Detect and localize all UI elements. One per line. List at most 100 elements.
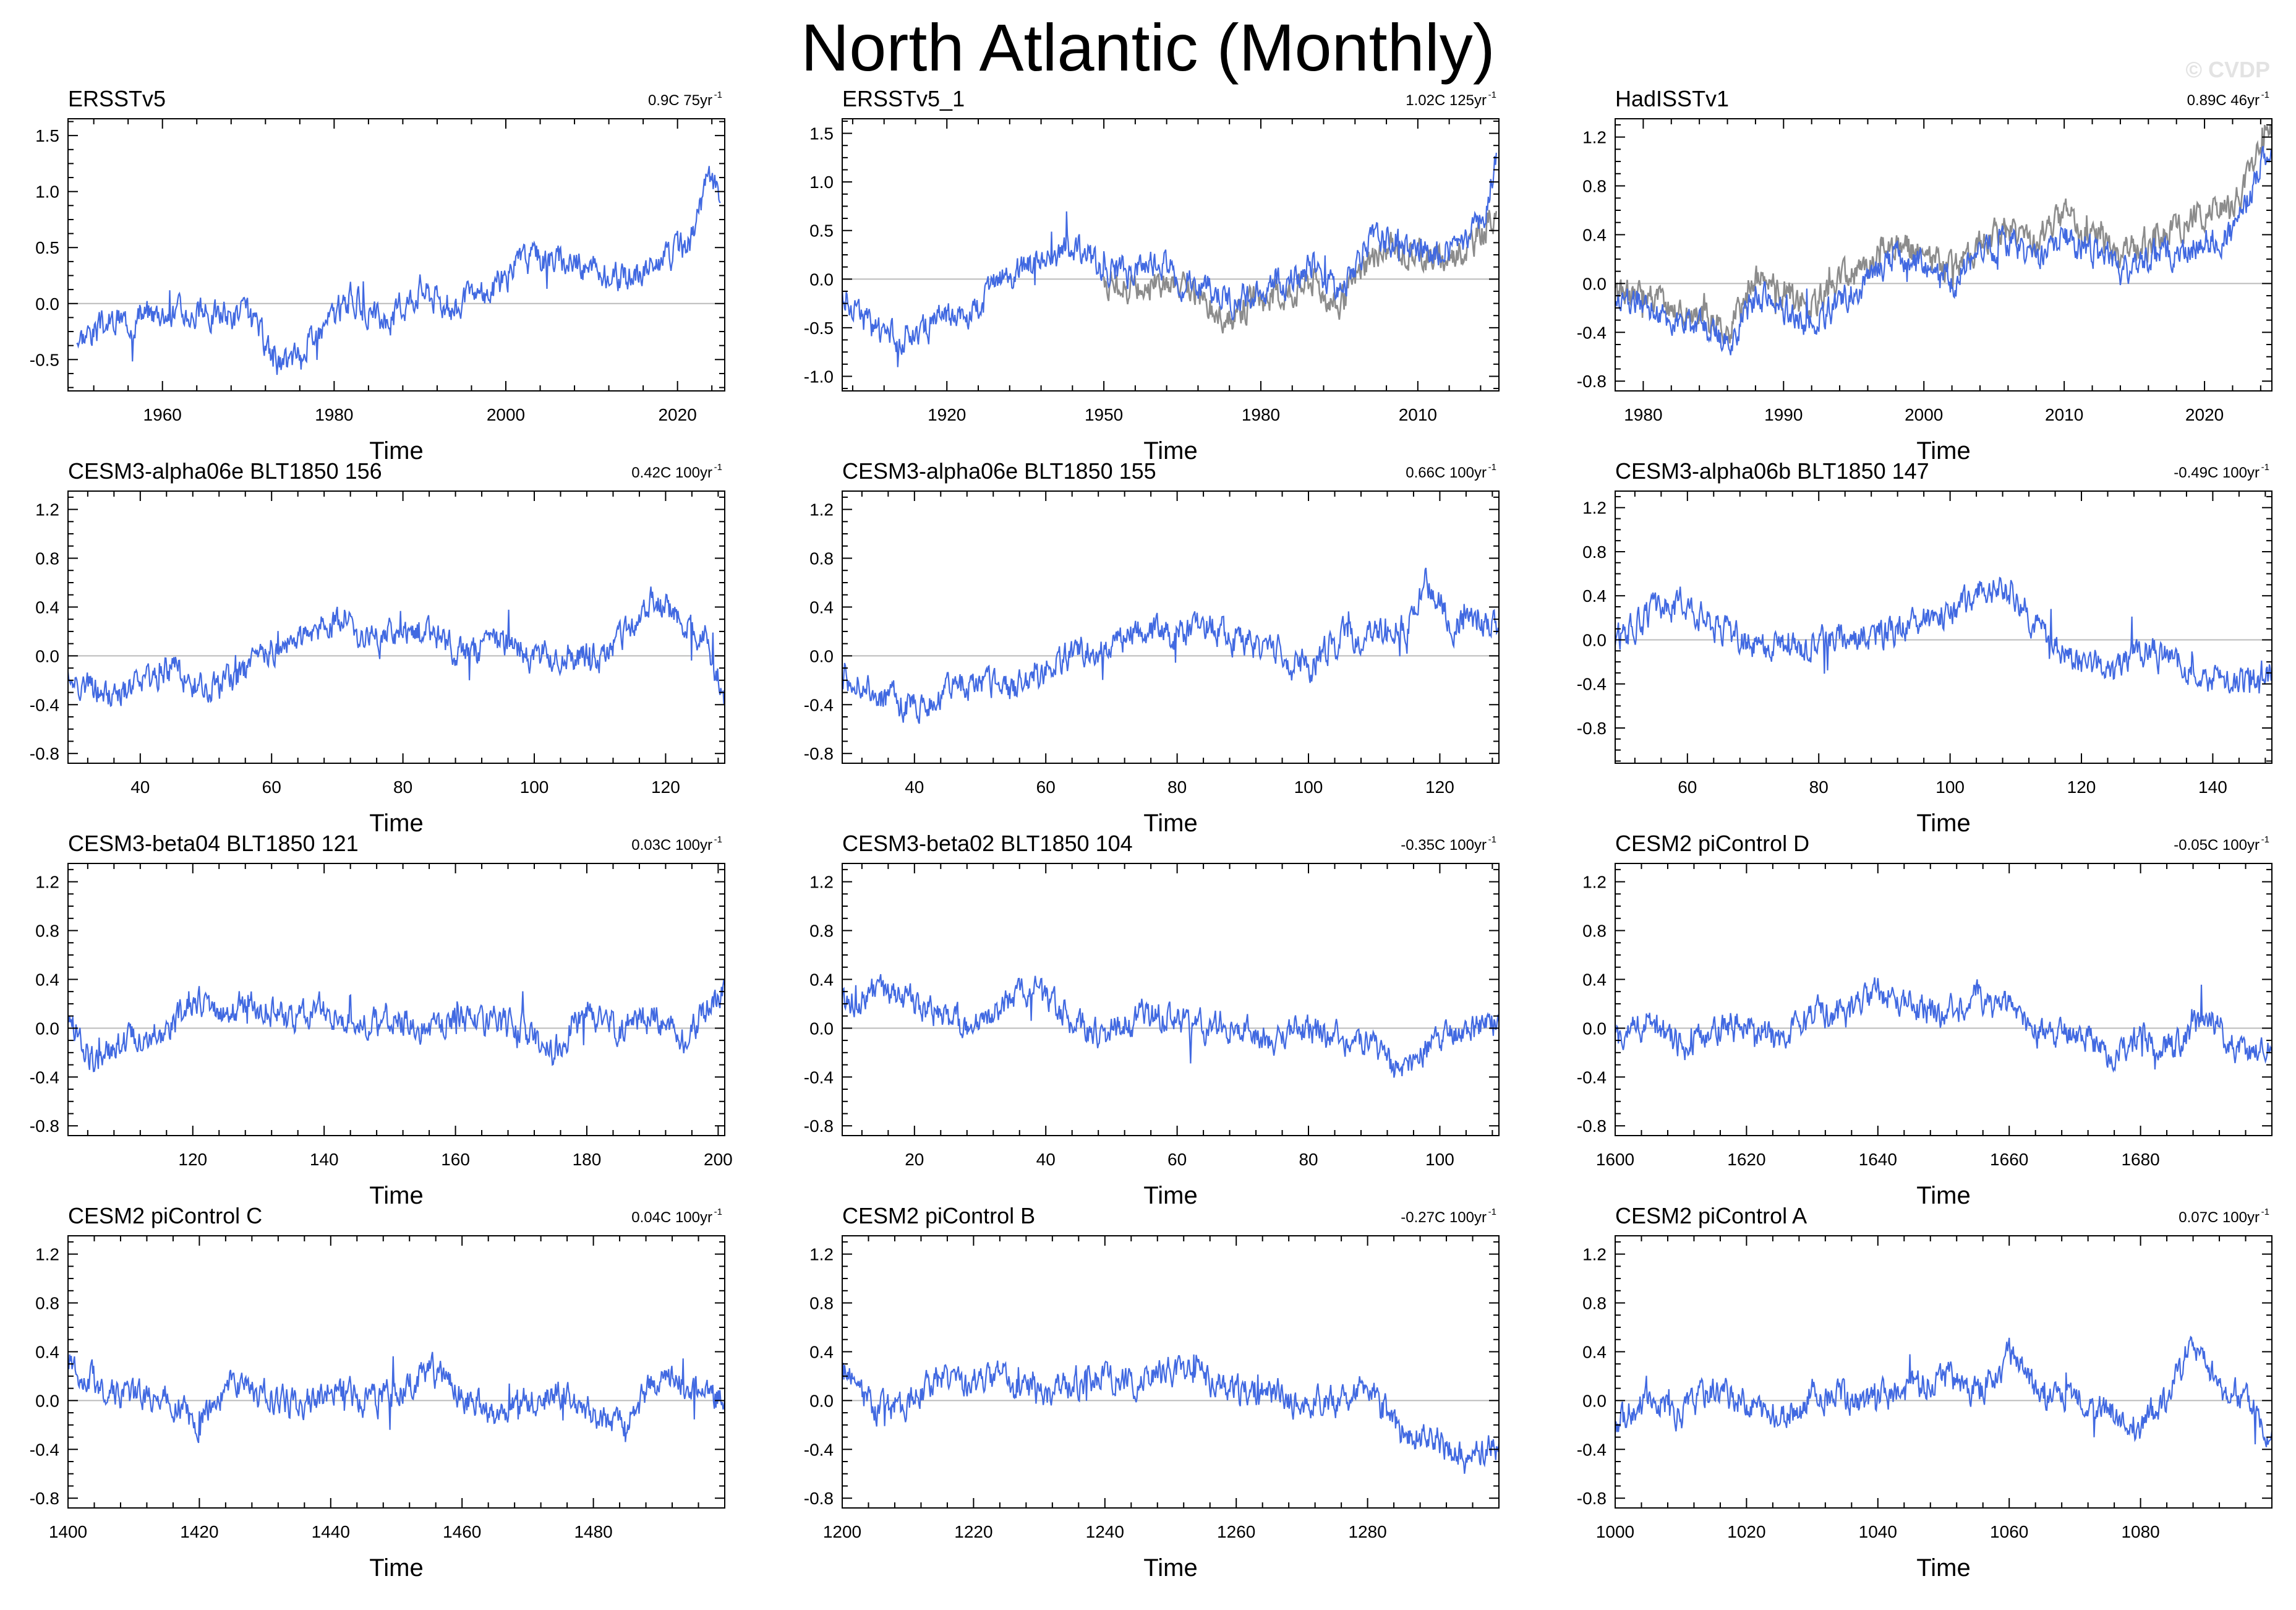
y-tick-label: -0.8	[804, 744, 834, 763]
x-tick-label: 100	[1425, 1150, 1454, 1169]
x-tick-label: 100	[520, 777, 549, 797]
y-tick-label: 1.2	[809, 873, 834, 892]
trend-label: 0.9C 75yr	[648, 92, 712, 109]
y-tick-label: 0.8	[809, 1294, 834, 1313]
chart-panel: ERSSTv5_1 1.02C 125yr -1 -1.0 -0.5 0.0 0.5 1.0 1…	[804, 86, 1500, 465]
plot-frame	[67, 863, 725, 1136]
trend-exponent: -1	[714, 90, 722, 100]
y-tick-label: -0.8	[1577, 372, 1607, 391]
x-tick-label: 1060	[1990, 1522, 2028, 1541]
plot-frame	[1615, 118, 2273, 392]
trend-exponent: -1	[714, 1207, 722, 1217]
plot-frame	[842, 863, 1500, 1136]
data-series-line	[841, 1354, 1500, 1474]
y-tick-label: 0.0	[1582, 1019, 1607, 1038]
y-tick-label: -0.4	[1577, 1068, 1607, 1087]
x-tick-label: 1400	[49, 1522, 87, 1541]
y-tick-label: 0.0	[35, 646, 59, 666]
x-tick-label: 120	[178, 1150, 207, 1169]
data-series-line	[1614, 145, 2273, 356]
x-tick-label: 80	[1809, 777, 1829, 797]
y-tick-label: -0.8	[1577, 1116, 1607, 1136]
trend-label: 0.66C 100yr	[1406, 465, 1487, 481]
panel-title: CESM3-alpha06b BLT1850 147	[1615, 458, 1929, 484]
panel-title: ERSSTv5	[68, 86, 166, 111]
trend-exponent: -1	[2261, 1207, 2269, 1217]
y-tick-label: -0.4	[804, 1068, 834, 1087]
x-tick-label: 40	[905, 777, 924, 797]
data-series-line	[841, 567, 1500, 724]
y-tick-label: 0.4	[1582, 225, 1607, 244]
panel-title: CESM3-beta04 BLT1850 121	[68, 831, 359, 856]
x-tick-label: 1240	[1086, 1522, 1124, 1541]
plot-frame	[842, 118, 1500, 392]
x-tick-label: 1980	[315, 405, 353, 424]
chart-panel: CESM3-alpha06e BLT1850 156 0.42C 100yr -1 -…	[30, 458, 726, 837]
y-tick-label: 0.0	[1582, 274, 1607, 293]
x-tick-label: 60	[262, 777, 281, 797]
data-series-line	[1615, 977, 2273, 1073]
x-tick-label: 1280	[1348, 1522, 1386, 1541]
panel-title: CESM3-alpha06e BLT1850 155	[842, 458, 1156, 484]
y-tick-label: 0.0	[35, 294, 59, 314]
trend-label: -0.27C 100yr	[1401, 1209, 1487, 1226]
x-tick-label: 1600	[1596, 1150, 1634, 1169]
x-axis-label: Time	[369, 1554, 423, 1582]
x-tick-label: 1040	[1859, 1522, 1897, 1541]
y-tick-label: 0.0	[1582, 1391, 1607, 1410]
y-tick-label: 0.0	[35, 1391, 59, 1410]
x-axis-label: Time	[369, 437, 423, 465]
reference-series-line	[1614, 124, 2273, 345]
y-tick-label: 0.4	[1582, 1342, 1607, 1361]
x-tick-label: 60	[1167, 1150, 1187, 1169]
x-tick-label: 1660	[1990, 1150, 2028, 1169]
x-axis-label: Time	[1916, 437, 1970, 465]
trend-label: 0.42C 100yr	[631, 465, 712, 481]
x-tick-label: 1950	[1085, 405, 1123, 424]
y-tick-label: 1.2	[35, 1245, 59, 1264]
y-tick-label: 0.4	[809, 597, 834, 617]
y-tick-label: 1.0	[35, 182, 59, 202]
x-tick-label: 120	[651, 777, 680, 797]
y-tick-label: -0.8	[30, 1489, 59, 1508]
data-series-line	[67, 586, 726, 708]
y-tick-label: -0.4	[804, 695, 834, 714]
trend-exponent: -1	[714, 462, 722, 473]
x-tick-label: 120	[1425, 777, 1454, 797]
y-tick-label: 0.0	[1582, 630, 1607, 649]
y-tick-label: 0.0	[809, 1391, 834, 1410]
trend-exponent: -1	[2261, 462, 2269, 473]
chart-panel: CESM2 piControl D -0.05C 100yr -1 -0.8 -0.4 0…	[1577, 831, 2273, 1209]
plot-frame	[842, 1235, 1500, 1509]
y-tick-label: -1.0	[804, 367, 834, 386]
x-tick-label: 180	[573, 1150, 602, 1169]
plot-frame	[1615, 1235, 2273, 1509]
x-tick-label: 80	[393, 777, 412, 797]
y-tick-label: 0.8	[35, 549, 59, 568]
y-tick-label: 1.2	[1582, 128, 1607, 147]
y-tick-label: 0.0	[35, 1019, 59, 1038]
data-series-line	[841, 974, 1500, 1078]
x-tick-label: 140	[2198, 777, 2227, 797]
y-tick-label: 0.5	[35, 238, 59, 257]
x-tick-label: 160	[441, 1150, 470, 1169]
x-tick-label: 120	[2067, 777, 2096, 797]
y-tick-label: 0.8	[809, 922, 834, 941]
x-tick-label: 1440	[312, 1522, 350, 1541]
chart-panel: HadISSTv1 0.89C 46yr -1 -0.8 -0.4 0.0 0.4 0.8 1.…	[1577, 86, 2273, 465]
y-tick-label: 1.2	[1582, 1245, 1607, 1264]
data-series-line	[1614, 576, 2273, 694]
y-tick-label: -0.8	[804, 1116, 834, 1136]
panel-title: CESM2 piControl A	[1615, 1203, 1807, 1228]
y-tick-label: -0.4	[1577, 323, 1607, 342]
y-tick-label: 1.0	[809, 173, 834, 192]
x-tick-label: 2020	[658, 405, 696, 424]
x-tick-label: 200	[704, 1150, 733, 1169]
y-tick-label: 0.4	[35, 970, 59, 989]
panel-title: CESM2 piControl C	[68, 1203, 262, 1228]
trend-exponent: -1	[2261, 834, 2269, 845]
panel-title: CESM2 piControl B	[842, 1203, 1035, 1228]
y-tick-label: 0.4	[809, 1342, 834, 1361]
trend-label: -0.35C 100yr	[1401, 837, 1487, 854]
